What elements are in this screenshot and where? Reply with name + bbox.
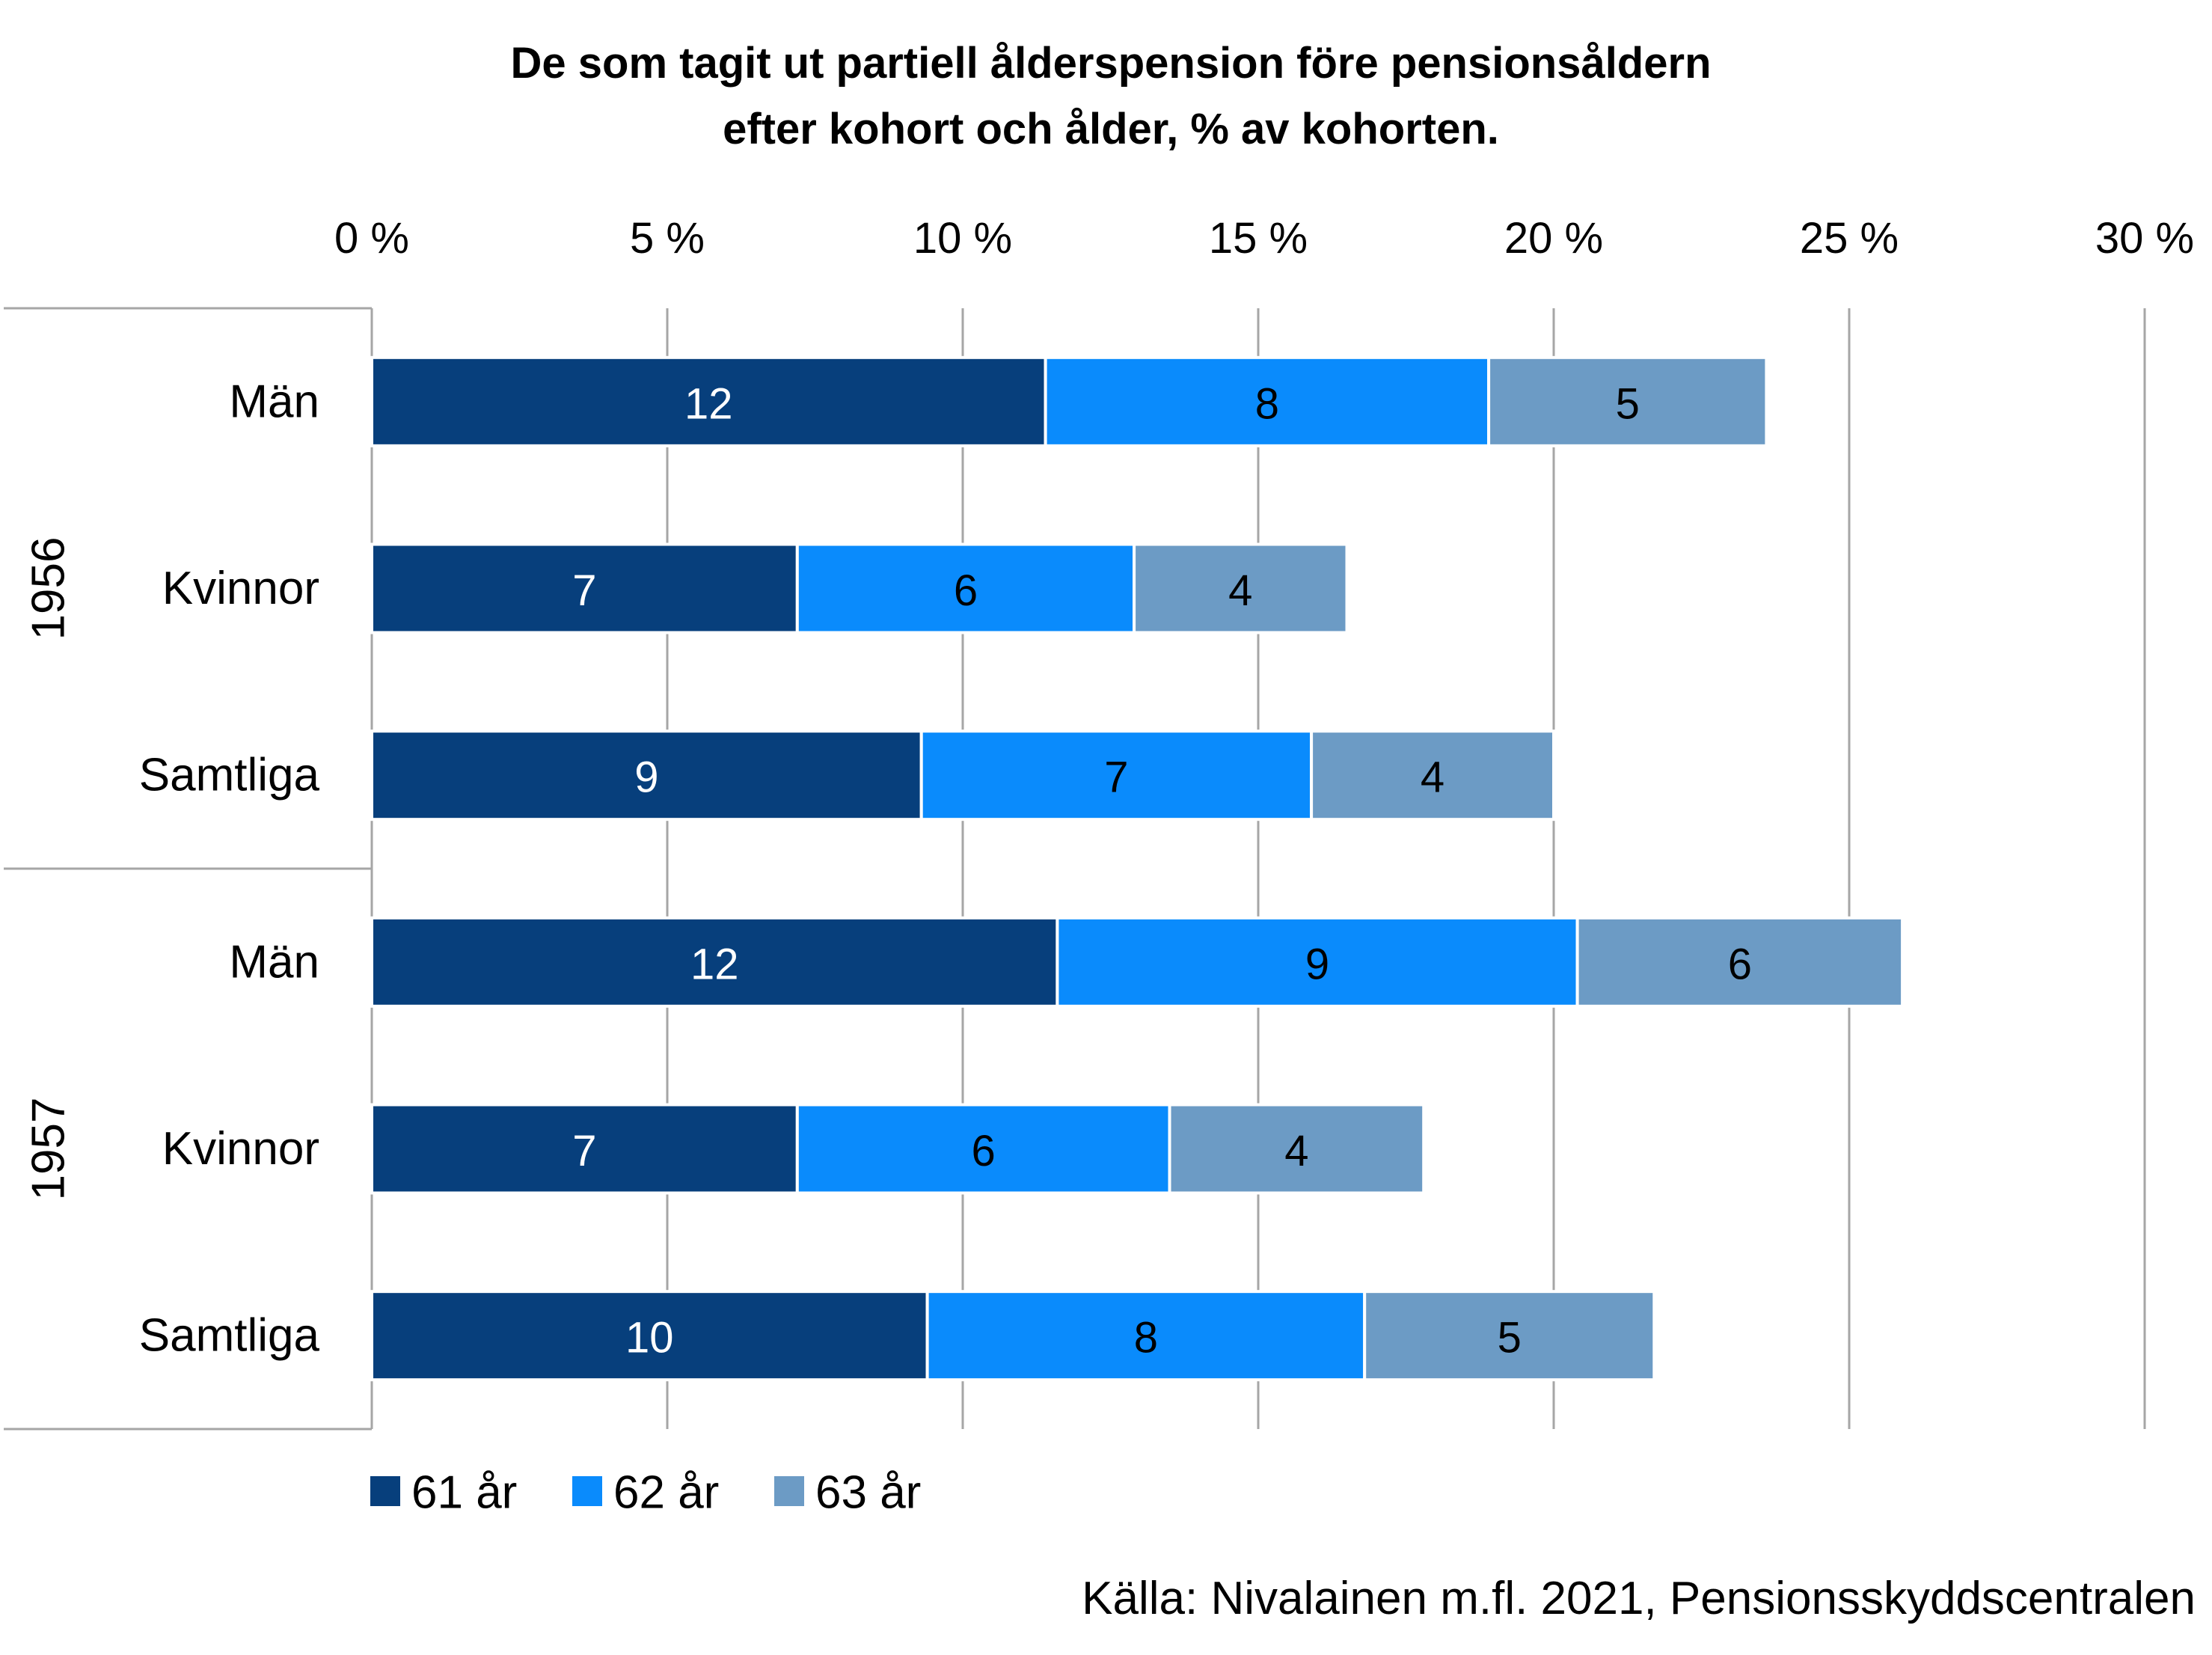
bar-segment [370,729,923,822]
legend-swatch [370,1476,400,1506]
data-label: 8 [1255,379,1279,428]
category-labels: 1956 Män Kvinnor Samtliga 1957 Män Kvinnor Samt… [23,376,320,1361]
bar-segment [370,542,799,634]
data-label: 8 [1134,1314,1158,1362]
group-label: 1956 [23,537,75,640]
x-tick-label: 10 % [913,214,1012,263]
x-tick-label: 25 % [1800,214,1899,263]
data-label: 12 [684,379,733,428]
data-label: 10 [625,1314,674,1362]
source-note: Källa: Nivalainen m.fl. 2021, Pensionssk… [1082,1573,2196,1624]
data-label: 7 [1104,753,1128,802]
data-label: 6 [954,566,978,615]
x-tick-label: 0 % [334,214,409,263]
legend-swatch [572,1476,602,1506]
category-label: Samtliga [139,750,320,801]
category-label: Kvinnor [162,1123,319,1175]
bar-segment [1044,355,1491,447]
category-axis-frame [4,307,373,1431]
gridlines [666,308,2146,1429]
x-tick-label: 30 % [2095,214,2194,263]
data-label: 7 [572,1127,596,1175]
data-label: 9 [1305,940,1329,988]
bar-segment [1363,1290,1656,1382]
data-label: 4 [1228,566,1252,615]
data-labels: 12 8 5 7 6 4 9 7 4 12 9 6 7 6 4 10 8 5 [572,379,1752,1362]
group-label: 1957 [23,1098,75,1201]
category-label: Män [229,376,319,427]
bar-segment [1487,355,1768,447]
data-label: 12 [690,940,739,988]
bars [370,355,1905,1382]
category-label: Samtliga [139,1310,320,1362]
data-label: 6 [1728,940,1752,988]
x-tick-label: 20 % [1504,214,1603,263]
bar-segment [919,729,1314,822]
bar-segment [370,1290,929,1382]
category-label: Kvinnor [162,563,319,614]
chart-title: De som tagit ut partiell ålderspension f… [511,39,1712,153]
legend: 61 år 62 år 63 år [370,1467,921,1519]
legend-label: 61 år [411,1467,517,1519]
bar-segment [1133,542,1349,634]
bar-segment [370,916,1059,1008]
x-tick-label: 5 % [630,214,705,263]
x-tick-label: 15 % [1209,214,1308,263]
chart-title-line-2: efter kohort och ålder, % av kohorten. [723,105,1499,153]
legend-swatch [774,1476,804,1506]
data-label: 5 [1616,379,1640,428]
data-label: 6 [972,1127,996,1175]
bar-segment [925,1290,1367,1382]
legend-label: 62 år [613,1467,719,1519]
chart-title-line-1: De som tagit ut partiell ålderspension f… [511,39,1712,88]
data-label: 4 [1284,1127,1308,1175]
category-label: Män [229,936,319,988]
bar-segment [370,1103,799,1195]
data-label: 4 [1421,753,1444,802]
bar-segment [795,1103,1171,1195]
bar-segment [1056,916,1579,1008]
bar-segment [1310,729,1555,822]
data-label: 7 [572,566,596,615]
bar-segment [1168,1103,1426,1195]
data-label: 9 [634,753,658,802]
bar-segment [795,542,1136,634]
data-label: 5 [1498,1314,1522,1362]
bar-segment [1575,916,1905,1008]
legend-label: 63 år [815,1467,921,1519]
x-axis-tick-labels: 0 % 5 % 10 % 15 % 20 % 25 % 30 % [334,214,2194,263]
